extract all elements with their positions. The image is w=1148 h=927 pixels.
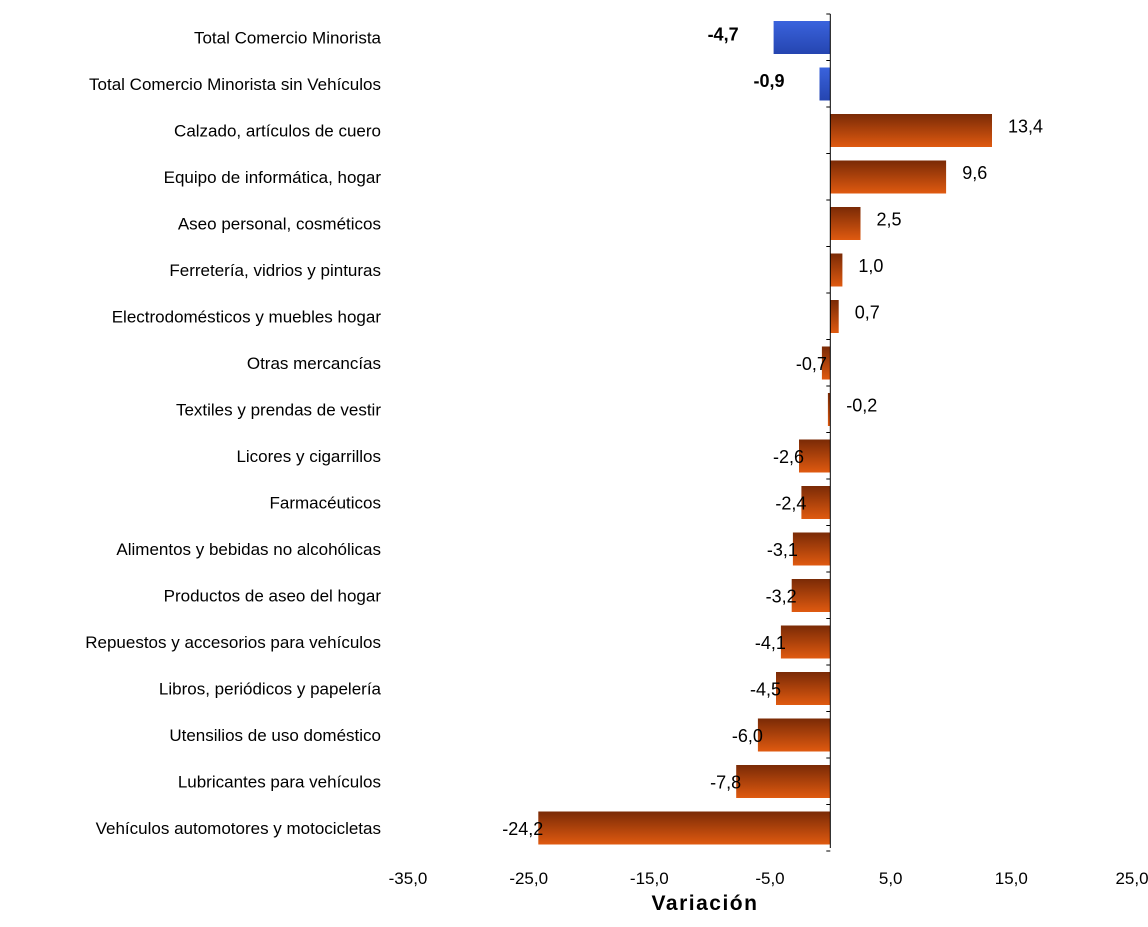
x-axis-title: Variación: [652, 892, 759, 915]
bar: [830, 160, 947, 194]
category-label: Productos de aseo del hogar: [164, 587, 382, 606]
category-labels: Total Comercio Minorista Total Comercio M…: [85, 29, 381, 839]
x-tick-label: -25,0: [509, 869, 548, 888]
category-label: Aseo personal, cosméticos: [178, 215, 381, 234]
category-label: Farmacéuticos: [270, 494, 381, 513]
x-tick-label: -5,0: [755, 869, 784, 888]
category-label: Libros, periódicos y papelería: [159, 680, 382, 699]
x-tick-labels: -35,0 -25,0 -15,0 -5,0 5,0 15,0 25,0: [389, 869, 1148, 888]
value-label: -7,8: [710, 773, 741, 793]
category-label: Total Comercio Minorista: [194, 29, 382, 48]
bar: [792, 532, 831, 566]
value-label: 13,4: [1008, 117, 1043, 137]
category-label: Electrodomésticos y muebles hogar: [112, 308, 382, 327]
bar: [757, 718, 831, 752]
bar: [830, 114, 992, 147]
value-label: -0,7: [796, 354, 827, 374]
x-tick-label: 5,0: [879, 869, 903, 888]
category-label: Equipo de informática, hogar: [164, 168, 382, 187]
value-label: -0,2: [846, 396, 877, 416]
x-tick-label: 25,0: [1115, 869, 1148, 888]
value-label: 9,6: [962, 163, 987, 183]
value-label: -4,1: [755, 633, 786, 653]
bar: [780, 625, 831, 659]
value-label: -6,0: [732, 726, 763, 746]
bar: [830, 253, 843, 287]
bar: [830, 207, 861, 240]
category-label: Utensilios de uso doméstico: [169, 726, 381, 745]
category-label: Repuestos y accesorios para vehículos: [85, 633, 381, 652]
value-label: -4,7: [708, 25, 739, 45]
value-label: -4,5: [750, 680, 781, 700]
bar: [830, 300, 839, 333]
value-label: 1,0: [858, 256, 883, 276]
value-label: -2,6: [773, 447, 804, 467]
category-label: Otras mercancías: [247, 354, 381, 373]
bar: [799, 439, 831, 473]
x-tick-label: 15,0: [995, 869, 1028, 888]
bars-layer: [538, 21, 992, 845]
category-label: Licores y cigarrillos: [236, 447, 381, 466]
x-tick-label: -35,0: [389, 869, 428, 888]
x-tick-label: -15,0: [630, 869, 669, 888]
value-label: -2,4: [775, 494, 806, 514]
category-label: Alimentos y bebidas no alcohólicas: [116, 540, 381, 559]
bar: [819, 67, 831, 101]
category-label: Total Comercio Minorista sin Vehículos: [89, 75, 381, 94]
axis-layer: [826, 13, 831, 852]
bar: [773, 21, 831, 54]
value-label: -3,2: [766, 587, 797, 607]
bar: [736, 765, 831, 798]
category-label: Textiles y prendas de vestir: [176, 401, 381, 420]
bar: [827, 393, 831, 426]
value-labels: -4,7 -0,9 13,4 9,6 2,5 1,0 0,7 -0,7 -0,2 -2,6 -2,4…: [502, 25, 1043, 840]
value-label: 0,7: [855, 303, 880, 323]
bar: [791, 579, 831, 612]
category-label: Calzado, artículos de cuero: [174, 122, 381, 141]
value-label: 2,5: [877, 210, 902, 230]
bar: [821, 346, 831, 380]
value-label: -3,1: [767, 540, 798, 560]
bar: [801, 486, 831, 519]
value-label: -24,2: [502, 819, 543, 839]
bar: [776, 672, 831, 705]
value-label: -0,9: [753, 71, 784, 91]
category-label: Lubricantes para vehículos: [178, 773, 381, 792]
bar: [538, 811, 831, 845]
category-label: Vehículos automotores y motocicletas: [96, 819, 381, 838]
category-label: Ferretería, vidrios y pinturas: [169, 261, 381, 280]
